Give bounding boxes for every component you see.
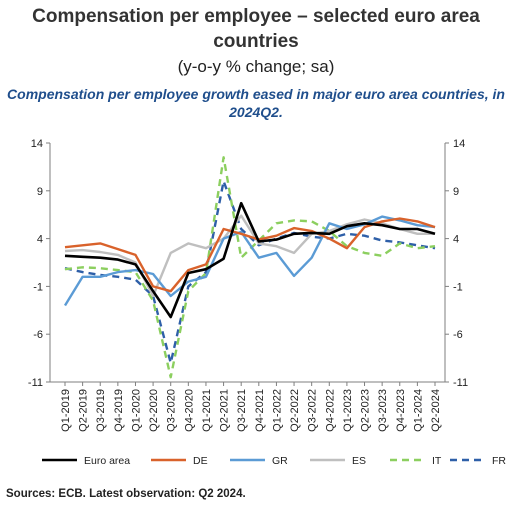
x-tick-label: Q2-2020 (148, 389, 160, 432)
x-tick-label: Q1-2020 (130, 389, 142, 432)
x-tick-label: Q2-2023 (360, 389, 372, 432)
y-tick-label-right: -6 (453, 329, 463, 341)
chart-legend: Euro area DE GR ES IT FR (42, 455, 506, 467)
y-tick-label-left: -1 (33, 281, 43, 293)
chart-title: Compensation per employee – selected eur… (32, 6, 480, 52)
x-tick-label: Q2-2021 (219, 389, 231, 432)
x-tick-label: Q1-2022 (271, 389, 283, 432)
chart-axes: 14 14 9 9 4 4 -1 -1 -6 -6 -11 -11 Q1-2019 Q2-2019 Q3-2… (28, 138, 468, 432)
x-tick-label: Q4-2021 (254, 389, 266, 432)
x-tick-label: Q3-2023 (377, 389, 389, 432)
legend-label: IT (432, 455, 442, 467)
x-tick-label: Q2-2019 (78, 389, 90, 432)
x-tick-label: Q3-2019 (95, 389, 107, 432)
x-tick-label: Q1-2021 (201, 389, 213, 432)
x-tick-label: Q3-2020 (166, 389, 178, 432)
x-tick-label: Q1-2024 (412, 389, 424, 432)
chart-series (63, 156, 436, 379)
legend-label: FR (492, 455, 506, 467)
y-tick-label-left: 4 (37, 234, 43, 246)
x-tick-label: Q4-2020 (183, 389, 195, 432)
series-line-euro-area (64, 201, 436, 319)
y-tick-label-right: 9 (453, 186, 459, 198)
x-tick-label: Q3-2022 (307, 389, 319, 432)
chart-subtitle: (y-o-y % change; sa) (177, 57, 335, 76)
x-tick-label: Q2-2024 (430, 389, 442, 432)
y-tick-label-right: -11 (453, 377, 468, 389)
y-tick-label-left: -11 (28, 377, 43, 389)
series-line-it (64, 156, 436, 379)
series-line-gr (63, 215, 436, 307)
legend-label: DE (193, 455, 208, 467)
y-tick-label-right: 4 (453, 234, 459, 246)
legend-label: Euro area (84, 455, 130, 467)
y-tick-label-left: 14 (31, 138, 43, 150)
y-tick-label-right: 14 (453, 138, 465, 150)
x-tick-label: Q1-2023 (342, 389, 354, 432)
x-tick-label: Q2-2022 (289, 389, 301, 432)
legend-label: ES (352, 455, 366, 467)
x-tick-label: Q4-2023 (395, 389, 407, 432)
source-note: Sources: ECB. Latest observation: Q2 202… (6, 488, 246, 500)
chart-headline: Compensation per employee growth eased i… (7, 86, 505, 120)
legend-label: GR (272, 455, 288, 467)
y-tick-label-left: 9 (37, 186, 43, 198)
y-tick-label-right: -1 (453, 281, 463, 293)
x-tick-label: Q1-2019 (60, 389, 72, 432)
x-tick-label: Q4-2019 (113, 389, 125, 432)
y-tick-label-left: -6 (33, 329, 43, 341)
x-tick-label: Q4-2022 (324, 389, 336, 432)
x-tick-label: Q3-2021 (236, 389, 248, 432)
